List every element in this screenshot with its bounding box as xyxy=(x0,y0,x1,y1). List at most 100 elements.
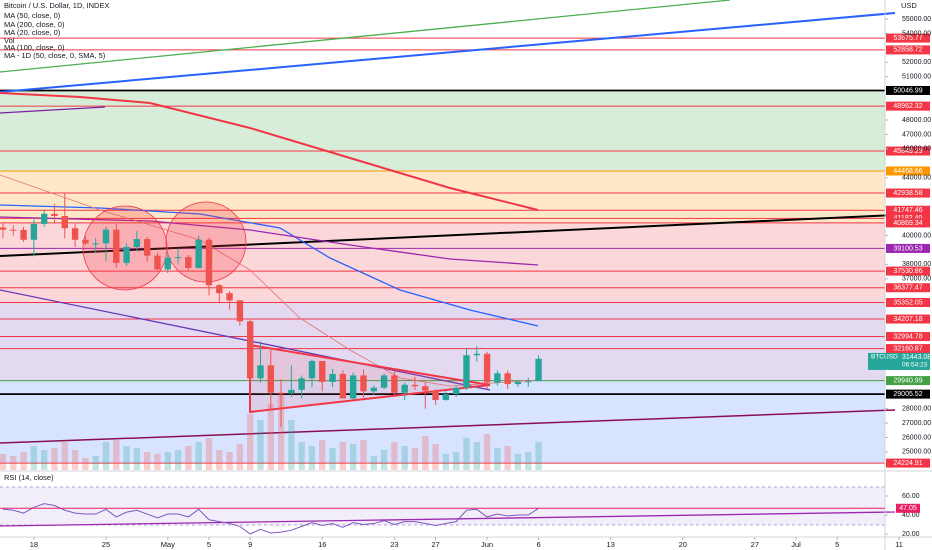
price-label: 53675.77 xyxy=(893,35,922,42)
candle-body xyxy=(236,300,244,322)
volume-bar xyxy=(442,454,450,470)
candle-body xyxy=(288,389,295,394)
price-label: 32994.78 xyxy=(893,333,922,340)
volume-bar xyxy=(71,450,79,470)
x-tick-label: 18 xyxy=(30,540,38,549)
x-tick-label: Jul xyxy=(791,540,801,549)
volume-bar xyxy=(401,446,408,470)
volume-bar xyxy=(133,448,141,470)
candle-body xyxy=(370,387,377,392)
rsi-level-label: 47.05 xyxy=(899,505,917,512)
volume-bar xyxy=(432,444,439,470)
volume-bar xyxy=(195,442,202,470)
volume-bar xyxy=(380,450,388,470)
x-tick-label: 20 xyxy=(679,540,687,549)
candle-body xyxy=(102,229,110,244)
volume-bar xyxy=(257,420,264,470)
price-label: 44468.66 xyxy=(893,168,922,175)
volume-bar xyxy=(483,434,491,470)
rsi-tick-label: 60.00 xyxy=(902,493,920,500)
y-tick-label: 27000.00 xyxy=(902,420,931,427)
volume-bar xyxy=(514,454,522,470)
candle-body xyxy=(20,229,27,240)
countdown: 06:54:23 xyxy=(902,362,928,369)
candle-body xyxy=(483,353,491,383)
candle-body xyxy=(0,227,7,230)
candle-body xyxy=(30,223,38,240)
x-tick-label: 11 xyxy=(895,540,903,549)
legend-item: MA (20, close, 0) xyxy=(4,28,61,37)
y-tick-label: 55000.00 xyxy=(902,16,931,23)
x-tick-label: 5 xyxy=(835,540,839,549)
candle-body xyxy=(298,378,305,390)
rsi-trend xyxy=(0,511,896,527)
candle-body xyxy=(339,373,347,399)
candle-body xyxy=(319,360,326,382)
x-tick-label: 16 xyxy=(318,540,326,549)
volume-bar xyxy=(277,394,285,470)
candle-body xyxy=(504,373,511,385)
x-tick-label: May xyxy=(161,540,175,549)
rsi-tick-label: 20.00 xyxy=(902,531,920,538)
candle-body xyxy=(514,381,522,385)
price-label-bg xyxy=(886,332,930,342)
volume-bar xyxy=(113,440,120,470)
price-label: 39100.53 xyxy=(893,245,922,252)
candle-body xyxy=(216,285,223,294)
candle-body xyxy=(71,228,79,240)
price-label-bg xyxy=(886,188,930,198)
volume-bar xyxy=(143,452,151,470)
rsi-level-bg xyxy=(896,503,920,513)
price-label-bg xyxy=(886,33,930,43)
candle-body xyxy=(277,392,285,394)
candles xyxy=(0,193,542,428)
price-label-bg xyxy=(886,213,930,223)
price-label: 29005.52 xyxy=(893,391,922,398)
rsi-title: RSI (14, close) xyxy=(4,473,54,482)
ma-100 xyxy=(0,216,539,266)
candle-body xyxy=(10,229,17,231)
y-tick-label: 28000.00 xyxy=(902,405,931,412)
candle-body xyxy=(473,353,480,356)
y-tick-label: 38000.00 xyxy=(902,261,931,268)
candle-body xyxy=(494,373,501,383)
candle-body xyxy=(257,365,264,379)
volume-bar xyxy=(504,446,511,470)
volume-bar xyxy=(30,446,38,470)
volume-bar xyxy=(185,446,192,470)
volume-bar xyxy=(236,444,244,470)
trend-line xyxy=(0,289,491,391)
volume-bar xyxy=(123,446,130,470)
price-label-bg xyxy=(886,266,930,276)
price-label-bg xyxy=(886,218,930,228)
candle-body xyxy=(422,386,429,391)
rsi xyxy=(0,503,885,535)
ma-200 xyxy=(0,92,539,211)
volume-bar xyxy=(10,456,17,470)
price-label: 41747.46 xyxy=(893,207,922,214)
x-tick-label: 13 xyxy=(606,540,614,549)
ma-20 xyxy=(0,174,539,387)
legend-item: MA (50, close, 0) xyxy=(4,11,61,20)
volume-bar xyxy=(51,448,58,470)
price-label-bg xyxy=(886,205,930,215)
legend-item: MA - 1D (50, close, 0, SMA, 5) xyxy=(4,51,106,60)
price-label-bg xyxy=(886,101,930,111)
volume xyxy=(0,394,542,470)
volume-bar xyxy=(288,420,295,470)
volume-bar xyxy=(525,452,532,470)
volume-bar xyxy=(298,442,305,470)
volume-bar xyxy=(360,440,367,470)
y-tick-label: 44000.00 xyxy=(902,175,931,182)
rsi-tick-label: 40.00 xyxy=(902,512,920,519)
volume-bar xyxy=(473,442,480,470)
price-label: 29940.99 xyxy=(893,377,922,384)
y-tick-label: 47000.00 xyxy=(902,131,931,138)
volume-bar xyxy=(308,446,316,470)
price-label: 50046.99 xyxy=(893,87,922,94)
candle-body xyxy=(267,365,274,393)
price-label: 36377.47 xyxy=(893,285,922,292)
candle-body xyxy=(123,246,130,263)
